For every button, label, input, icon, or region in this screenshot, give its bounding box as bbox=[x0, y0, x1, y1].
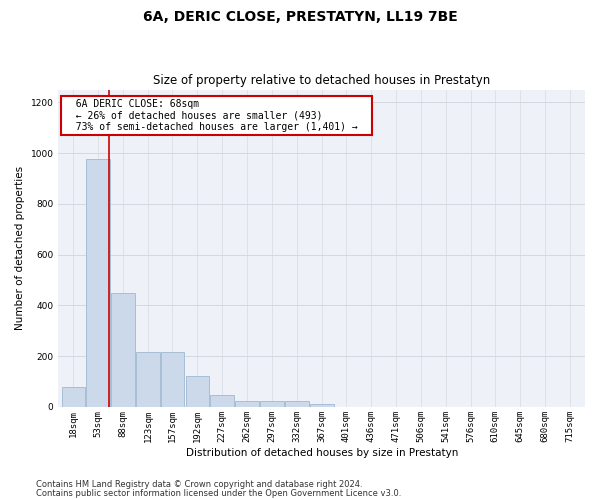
Text: 6A, DERIC CLOSE, PRESTATYN, LL19 7BE: 6A, DERIC CLOSE, PRESTATYN, LL19 7BE bbox=[143, 10, 457, 24]
Bar bbox=[112, 292, 135, 407]
Title: Size of property relative to detached houses in Prestatyn: Size of property relative to detached ho… bbox=[153, 74, 490, 87]
Bar bbox=[62, 386, 85, 407]
Bar bbox=[235, 400, 259, 407]
Bar bbox=[285, 402, 309, 407]
Text: 6A DERIC CLOSE: 68sqm  
  ← 26% of detached houses are smaller (493)  
  73% of : 6A DERIC CLOSE: 68sqm ← 26% of detached … bbox=[64, 99, 369, 132]
Text: Contains HM Land Registry data © Crown copyright and database right 2024.: Contains HM Land Registry data © Crown c… bbox=[36, 480, 362, 489]
Bar bbox=[136, 352, 160, 407]
Y-axis label: Number of detached properties: Number of detached properties bbox=[15, 166, 25, 330]
Text: Contains public sector information licensed under the Open Government Licence v3: Contains public sector information licen… bbox=[36, 488, 401, 498]
Bar bbox=[86, 160, 110, 407]
Bar bbox=[310, 404, 334, 407]
Bar bbox=[161, 352, 184, 407]
X-axis label: Distribution of detached houses by size in Prestatyn: Distribution of detached houses by size … bbox=[185, 448, 458, 458]
Bar bbox=[185, 376, 209, 407]
Bar bbox=[260, 402, 284, 407]
Bar bbox=[211, 394, 234, 407]
